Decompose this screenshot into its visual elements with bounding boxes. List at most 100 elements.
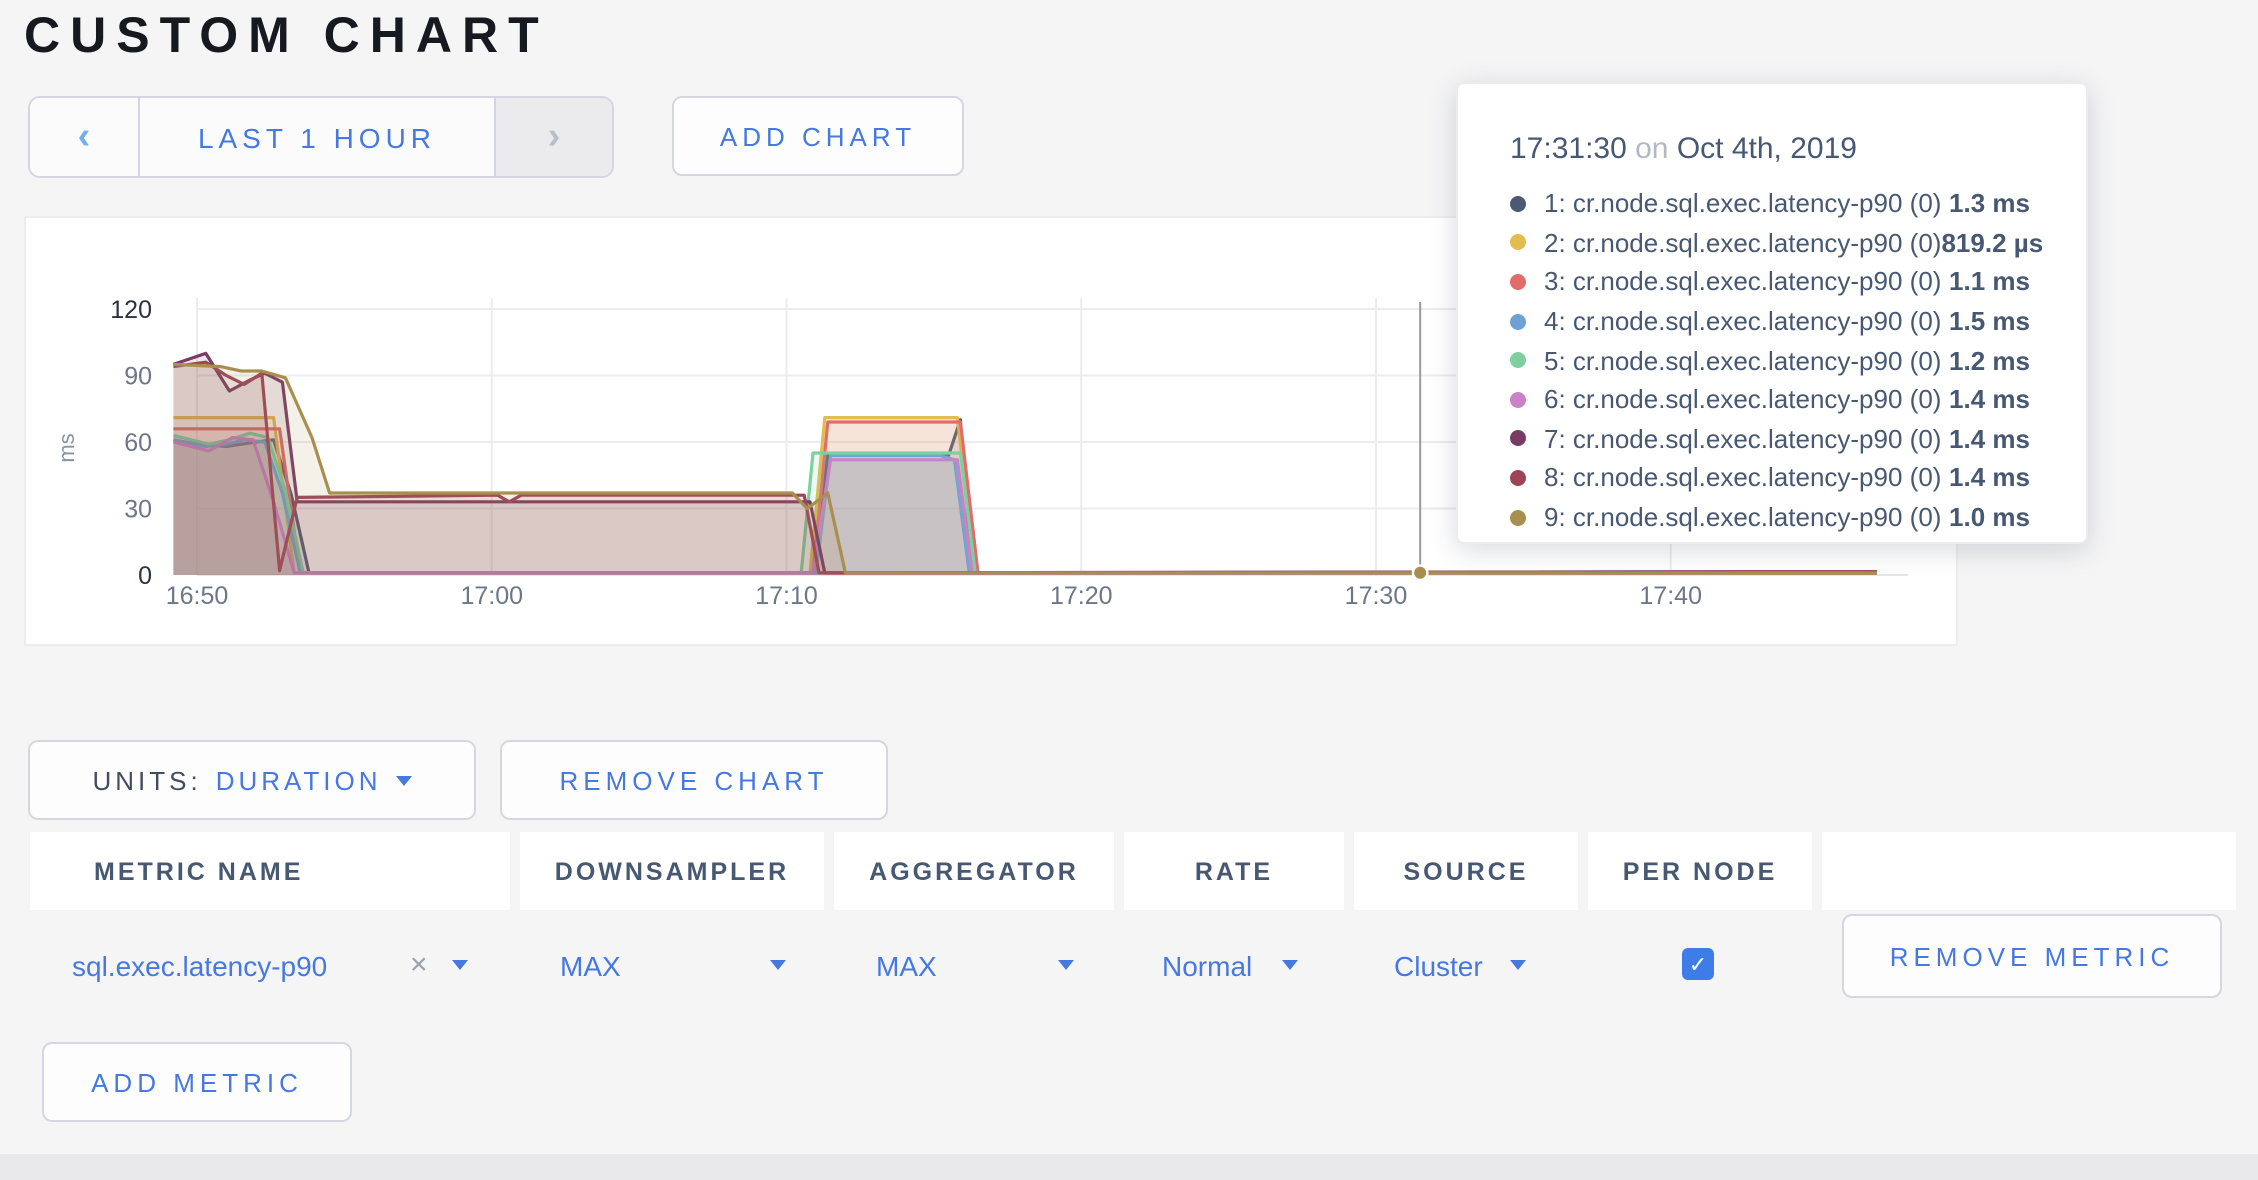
remove-chart-button[interactable]: REMOVE CHART: [500, 740, 888, 820]
tooltip-on-word: on: [1635, 132, 1669, 166]
time-range-selector: ‹ LAST 1 HOUR ›: [28, 96, 614, 178]
series-color-dot: [1510, 313, 1526, 330]
series-line: [173, 362, 1877, 575]
y-axis-tick-label: 30: [124, 496, 152, 524]
downsampler-dropdown[interactable]: MAX: [560, 949, 621, 981]
aggregator-dropdown[interactable]: MAX: [876, 949, 937, 981]
per-node-checkbox[interactable]: ✓: [1682, 948, 1714, 980]
footer-band: [0, 1154, 2258, 1180]
series-value: 1.1 ms: [1949, 266, 2030, 297]
chevron-down-icon[interactable]: [770, 960, 786, 970]
column-header-metric-name: METRIC NAME: [30, 832, 510, 910]
units-dropdown[interactable]: UNITS: DURATION: [28, 740, 476, 820]
x-axis-tick-label: 17:10: [755, 582, 818, 610]
x-axis-tick-label: 17:20: [1050, 582, 1113, 610]
series-label: 6: cr.node.sql.exec.latency-p90 (0): [1544, 384, 1942, 415]
units-label: UNITS:: [92, 765, 202, 795]
series-color-dot: [1510, 469, 1526, 486]
y-axis-tick-label: 90: [124, 363, 152, 391]
series-label: 9: cr.node.sql.exec.latency-p90 (0): [1544, 502, 1942, 533]
chart-tooltip: 17:31:30 on Oct 4th, 2019 1: cr.node.sql…: [1456, 82, 2088, 544]
tooltip-date: Oct 4th, 2019: [1676, 132, 1857, 166]
y-axis-tick-label: 120: [110, 296, 152, 324]
y-axis-unit-label: ms: [54, 433, 79, 462]
series-value: 1.4 ms: [1949, 462, 2030, 493]
tooltip-series-row: 2: cr.node.sql.exec.latency-p90 (0) 819.2…: [1510, 223, 2043, 262]
metric-row: sql.exec.latency-p90 × MAX MAX Normal Cl…: [0, 910, 2258, 1020]
series-value: 1.4 ms: [1949, 384, 2030, 415]
tooltip-series-row: 8: cr.node.sql.exec.latency-p90 (0) 1.4 m…: [1510, 458, 2030, 497]
series-label: 4: cr.node.sql.exec.latency-p90 (0): [1544, 306, 1942, 337]
column-header-actions: [1822, 832, 2236, 910]
y-axis-tick-label: 60: [124, 429, 152, 457]
tooltip-series-row: 4: cr.node.sql.exec.latency-p90 (0) 1.5 m…: [1510, 302, 2030, 341]
series-label: 1: cr.node.sql.exec.latency-p90 (0): [1544, 188, 1942, 219]
series-value: 1.3 ms: [1949, 188, 2030, 219]
chevron-down-icon[interactable]: [1510, 960, 1526, 970]
tooltip-series-row: 7: cr.node.sql.exec.latency-p90 (0) 1.4 m…: [1510, 419, 2030, 458]
column-header-source: SOURCE: [1354, 832, 1578, 910]
x-axis-tick-label: 16:50: [166, 582, 229, 610]
tooltip-series-row: 5: cr.node.sql.exec.latency-p90 (0) 1.2 m…: [1510, 341, 2030, 380]
chevron-down-icon: [395, 775, 412, 785]
chevron-down-icon[interactable]: [452, 960, 468, 970]
chevron-left-icon: ‹: [77, 116, 91, 158]
source-dropdown[interactable]: Cluster: [1394, 949, 1483, 981]
rate-dropdown[interactable]: Normal: [1162, 949, 1253, 981]
hover-dot: [1411, 564, 1429, 582]
series-color-dot: [1510, 430, 1526, 447]
series-color-dot: [1510, 391, 1526, 408]
series-label: 3: cr.node.sql.exec.latency-p90 (0): [1544, 266, 1942, 297]
time-range-prev-button[interactable]: ‹: [30, 98, 140, 176]
series-color-dot: [1510, 273, 1526, 290]
tooltip-series-row: 6: cr.node.sql.exec.latency-p90 (0) 1.4 m…: [1510, 380, 2030, 419]
series-line: [173, 360, 1878, 575]
column-header-aggregator: AGGREGATOR: [834, 832, 1114, 910]
series-value: 1.2 ms: [1949, 345, 2030, 376]
chevron-right-icon: ›: [547, 116, 561, 158]
x-axis-tick-label: 17:40: [1639, 582, 1702, 610]
tooltip-header: 17:31:30 on Oct 4th, 2019: [1510, 132, 2030, 166]
series-color-dot: [1510, 509, 1526, 526]
add-metric-button[interactable]: ADD METRIC: [42, 1042, 352, 1122]
page-title: CUSTOM CHART: [24, 8, 549, 64]
series-area: [173, 364, 1877, 575]
series-color-dot: [1510, 234, 1526, 251]
series-value: 1.0 ms: [1949, 502, 2030, 533]
remove-metric-button[interactable]: REMOVE METRIC: [1842, 914, 2222, 998]
series-value: 1.4 ms: [1949, 423, 2030, 454]
clear-metric-button[interactable]: ×: [410, 948, 428, 982]
series-label: 8: cr.node.sql.exec.latency-p90 (0): [1544, 462, 1942, 493]
chevron-down-icon[interactable]: [1058, 960, 1074, 970]
add-chart-button[interactable]: ADD CHART: [672, 96, 964, 176]
x-axis-tick-label: 17:00: [460, 582, 523, 610]
units-value: DURATION: [215, 765, 382, 795]
time-range-next-button[interactable]: ›: [496, 98, 612, 176]
tooltip-series-row: 1: cr.node.sql.exec.latency-p90 (0) 1.3 m…: [1510, 184, 2030, 223]
series-label: 7: cr.node.sql.exec.latency-p90 (0): [1544, 423, 1942, 454]
time-range-dropdown[interactable]: LAST 1 HOUR: [140, 98, 496, 176]
tooltip-time: 17:31:30: [1510, 132, 1627, 166]
column-header-rate: RATE: [1124, 832, 1344, 910]
series-value: 819.2 µs: [1941, 227, 2044, 258]
y-axis-tick-label: 0: [138, 562, 152, 590]
checkmark-icon: ✓: [1688, 953, 1708, 977]
metric-name-dropdown[interactable]: sql.exec.latency-p90: [72, 949, 328, 981]
series-label: 5: cr.node.sql.exec.latency-p90 (0): [1544, 345, 1942, 376]
series-line: [173, 436, 1878, 575]
x-axis-tick-label: 17:30: [1345, 582, 1408, 610]
tooltip-series-list: 1: cr.node.sql.exec.latency-p90 (0) 1.3 m…: [1510, 184, 2043, 537]
series-line: [172, 351, 1878, 575]
column-header-per-node: PER NODE: [1588, 832, 1812, 910]
tooltip-series-row: 3: cr.node.sql.exec.latency-p90 (0) 1.1 m…: [1510, 262, 2030, 301]
chevron-down-icon[interactable]: [1282, 960, 1298, 970]
series-color-dot: [1510, 195, 1526, 212]
series-area: [173, 353, 1877, 575]
column-header-downsampler: DOWNSAMPLER: [520, 832, 824, 910]
series-label: 2: cr.node.sql.exec.latency-p90 (0): [1544, 227, 1942, 258]
series-area: [173, 362, 1877, 575]
series-value: 1.5 ms: [1949, 306, 2030, 337]
series-color-dot: [1510, 352, 1526, 369]
tooltip-series-row: 9: cr.node.sql.exec.latency-p90 (0) 1.0 m…: [1510, 498, 2030, 537]
